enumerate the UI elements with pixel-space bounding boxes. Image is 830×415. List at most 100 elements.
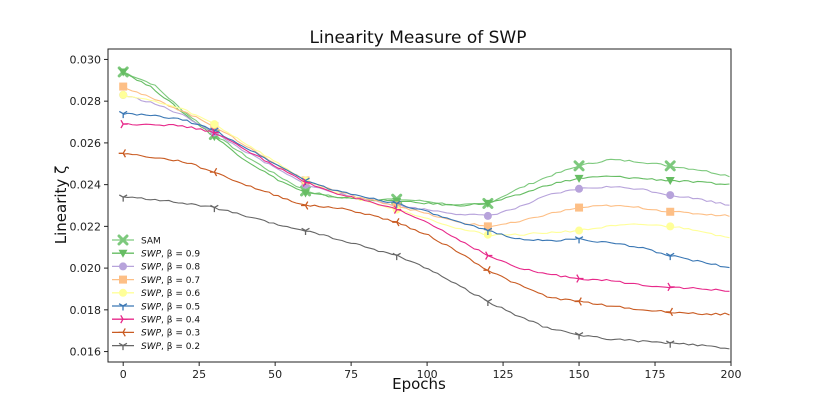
x-tick-label: 0 (120, 368, 127, 381)
y-tick-label: 0.020 (70, 262, 102, 275)
legend-label-prefix: SWP (141, 342, 162, 352)
series-marker (118, 68, 128, 77)
series-marker (573, 160, 585, 172)
axis-ticks: 0 25 50 75 100 125 150 175 200 0.016 0.018 0.020 0.0… (70, 53, 742, 381)
series-marker (574, 297, 582, 306)
series-line (123, 94, 730, 217)
series-marker (392, 200, 401, 208)
legend-marker-swatch (117, 234, 129, 246)
legend-label-beta: , β = 0.6 (161, 289, 200, 299)
legend-item: SWP, β = 0.3 (112, 328, 200, 339)
legend-item: SWP, β = 0.9 (112, 250, 200, 260)
legend-marker-swatch (118, 303, 128, 311)
series-group (118, 194, 730, 350)
legend-label: SWP, β = 0.8 (141, 263, 200, 273)
series-line (123, 71, 730, 206)
series-group (118, 149, 730, 317)
series-marker (119, 82, 128, 91)
x-tick-label: 50 (268, 368, 282, 381)
legend-marker-swatch (119, 288, 127, 297)
legend-item: SAM (112, 234, 161, 246)
legend-label: SWP, β = 0.9 (141, 250, 200, 260)
legend-label-prefix: SWP (141, 263, 162, 273)
legend-label: SWP, β = 0.2 (141, 342, 200, 352)
y-tick-label: 0.022 (70, 220, 102, 233)
legend-label-prefix: SWP (141, 316, 162, 326)
series-marker (483, 265, 491, 275)
legend-item: SWP, β = 0.6 (112, 288, 200, 299)
series-marker (666, 207, 675, 216)
legend-label-beta: , β = 0.4 (161, 316, 200, 326)
x-axis-title: Epochs (392, 375, 446, 393)
y-tick-label: 0.018 (70, 304, 102, 317)
legend-label: SWP, β = 0.3 (141, 329, 200, 339)
series-marker (485, 251, 493, 260)
series-marker (483, 199, 493, 208)
series-marker (576, 274, 584, 283)
legend-label-prefix: SWP (141, 276, 162, 286)
series-marker (210, 204, 219, 213)
legend-label-beta: , β = 0.9 (161, 250, 200, 260)
legend-label-beta: , β = 0.8 (161, 263, 200, 273)
series-marker (664, 160, 676, 172)
x-tick-label: 100 (417, 368, 438, 381)
y-tick-label: 0.026 (70, 137, 102, 150)
series-marker (392, 252, 401, 261)
legend-label: SAM (141, 236, 161, 246)
series-line (123, 196, 730, 350)
legend-label-beta: , β = 0.5 (161, 302, 200, 312)
legend-label: SWP, β = 0.7 (141, 276, 200, 286)
x-tick-label: 150 (569, 368, 590, 381)
legend-marker-swatch (120, 314, 128, 324)
series-marker (574, 174, 584, 183)
series-marker (301, 189, 311, 198)
legend-item: SWP, β = 0.5 (112, 302, 200, 312)
series-marker (574, 236, 584, 244)
series-line (123, 123, 730, 292)
series-marker (118, 149, 127, 158)
legend-label-beta: , β = 0.3 (161, 329, 200, 339)
series-marker (666, 222, 675, 231)
legend-label-prefix: SWP (141, 302, 162, 312)
series-marker (392, 217, 400, 227)
legend-label-beta: , β = 0.2 (161, 342, 200, 352)
legend-label-prefix: SWP (141, 329, 162, 339)
x-tick-label: 175 (645, 368, 666, 381)
legend-label-beta: , β = 0.7 (161, 276, 200, 286)
series-marker (301, 201, 309, 210)
series-marker (302, 178, 311, 187)
series-line (123, 153, 730, 316)
legend-item: SWP, β = 0.2 (112, 342, 200, 352)
y-axis-title: Linearity ζ (52, 166, 70, 244)
series-line (123, 72, 730, 207)
series-marker (483, 298, 493, 306)
legend-marker-swatch (119, 275, 127, 284)
series-marker (575, 226, 584, 235)
legend-item: SWP, β = 0.4 (112, 314, 200, 326)
y-tick-label: 0.030 (70, 53, 102, 66)
series-group (120, 119, 730, 292)
x-tick-label: 200 (721, 368, 742, 381)
series-marker (483, 222, 492, 231)
legend-label-prefix: SWP (141, 250, 162, 260)
series-marker (393, 205, 402, 214)
legend-label: SWP, β = 0.5 (141, 302, 200, 312)
series-marker (574, 332, 584, 340)
series-marker (119, 90, 128, 99)
series-marker (209, 167, 218, 177)
series-marker (575, 184, 584, 193)
series-marker (211, 128, 219, 137)
series-marker (118, 194, 128, 202)
legend-marker-swatch (119, 262, 127, 271)
legend-marker-swatch (118, 342, 128, 351)
y-tick-label: 0.024 (70, 179, 102, 192)
series-marker (665, 307, 674, 317)
series-marker (120, 119, 128, 129)
x-tick-label: 75 (344, 368, 358, 381)
legend-item: SWP, β = 0.8 (112, 262, 200, 273)
legend-label: SWP, β = 0.6 (141, 289, 200, 299)
legend-marker-swatch (118, 328, 126, 337)
legend-item: SWP, β = 0.7 (112, 275, 200, 286)
x-tick-label: 125 (493, 368, 514, 381)
